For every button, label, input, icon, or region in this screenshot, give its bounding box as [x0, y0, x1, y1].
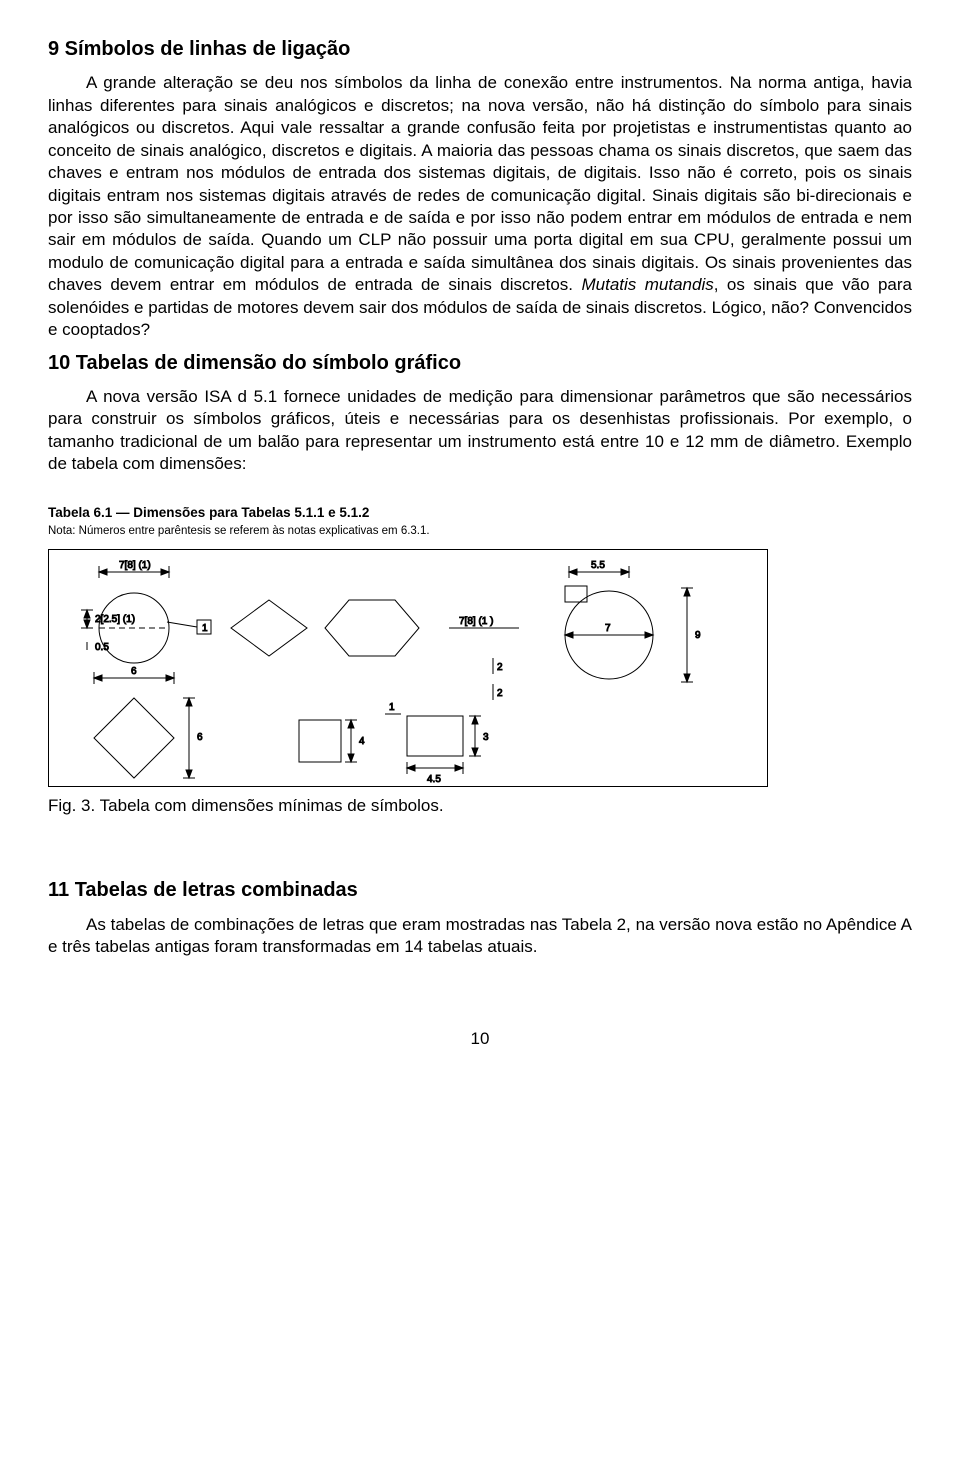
figure-block: Tabela 6.1 — Dimensões para Tabelas 5.1.…: [48, 504, 912, 817]
section11-para: As tabelas de combinações de letras que …: [48, 914, 912, 959]
section9-title: 9 Símbolos de linhas de ligação: [48, 36, 912, 62]
section9-para-main: A grande alteração se deu nos símbolos d…: [48, 73, 912, 294]
dim-781-mid: 7[8] (1 ): [459, 616, 493, 627]
page-number: 10: [48, 1028, 912, 1050]
section9-para-italic: Mutatis mutandis: [582, 275, 714, 294]
dim-6a: 6: [131, 666, 137, 677]
dim-225: 2[2.5] (1): [95, 614, 135, 625]
dim-2a: 2: [497, 662, 503, 673]
section9-para: A grande alteração se deu nos símbolos d…: [48, 72, 912, 341]
dim-781-top: 7[8] (1): [119, 560, 151, 571]
figure-title: Tabela 6.1 — Dimensões para Tabelas 5.1.…: [48, 504, 912, 522]
section10-title: 10 Tabelas de dimensão do símbolo gráfic…: [48, 350, 912, 376]
dim-6b: 6: [197, 732, 203, 743]
dim-4: 4: [359, 736, 365, 747]
dim-9: 9: [695, 630, 701, 641]
section10-para: A nova versão ISA d 5.1 fornece unidades…: [48, 386, 912, 476]
dim-05: 0.5: [95, 642, 109, 653]
figure-note: Nota: Números entre parêntesis se refere…: [48, 524, 912, 539]
figure-caption: Fig. 3. Tabela com dimensões mínimas de …: [48, 795, 912, 817]
dim-2b: 2: [497, 688, 503, 699]
dim-55: 5.5: [591, 560, 605, 571]
dim-45: 4.5: [427, 774, 441, 785]
dim-7: 7: [605, 623, 611, 634]
dim-1b: 1: [389, 702, 395, 713]
section11-title: 11 Tabelas de letras combinadas: [48, 877, 912, 903]
dim-1a: 1: [202, 623, 208, 634]
dimension-diagram: 7[8] (1) 2[2.5] (1) 0.5 1: [48, 549, 768, 787]
dim-3: 3: [483, 732, 489, 743]
